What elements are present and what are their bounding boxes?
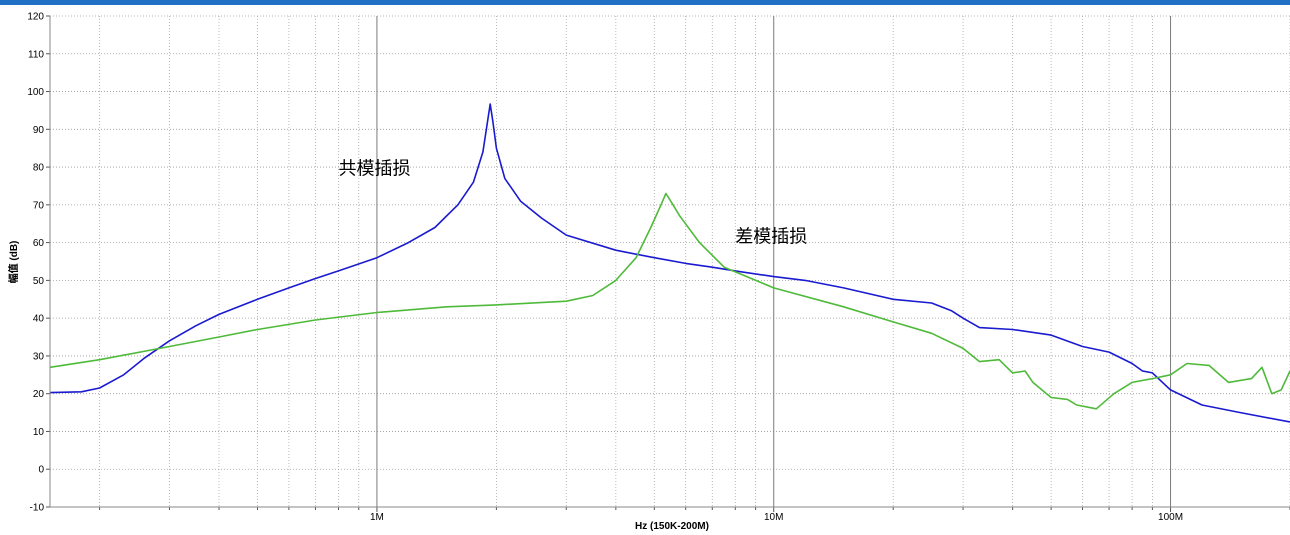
y-tick-label: 0 (38, 465, 44, 476)
y-tick-label: 30 (33, 351, 45, 362)
y-tick-label: 110 (28, 49, 44, 60)
series-line-2 (49, 192, 1290, 410)
y-tick-label: 90 (33, 125, 45, 136)
y-tick-label: 60 (33, 238, 45, 249)
y-tick-label: 70 (33, 200, 45, 211)
y-tick-label: 80 (33, 163, 45, 174)
y-tick-label: 100 (27, 87, 44, 98)
y-tick-label: 20 (33, 389, 45, 400)
annotation-label-1: 共模插损 (338, 159, 410, 180)
series-line-1 (49, 103, 1290, 423)
annotation-label-2: 差模插损 (735, 227, 807, 248)
y-axis-title: 幅值 (dB) (7, 241, 20, 284)
y-tick-label: 10 (33, 427, 45, 438)
grid (50, 15, 1290, 508)
series-lines (49, 103, 1290, 423)
top-border-bar (0, 0, 1290, 5)
y-tick-label: -10 (30, 503, 45, 514)
y-tick-label: 40 (33, 314, 45, 325)
x-tick-label: 100M (1158, 512, 1183, 523)
x-tick-label: 10M (764, 512, 783, 523)
x-tick-label: 1M (370, 512, 384, 523)
x-axis-title: Hz (150K-200M) (635, 521, 709, 532)
y-axis-ticks: -10 0 10 20 30 40 50 60 70 80 90 100 110 120 (27, 12, 50, 514)
y-tick-label: 50 (33, 276, 45, 287)
y-tick-label: 120 (27, 12, 44, 23)
plot-area (50, 16, 1290, 507)
